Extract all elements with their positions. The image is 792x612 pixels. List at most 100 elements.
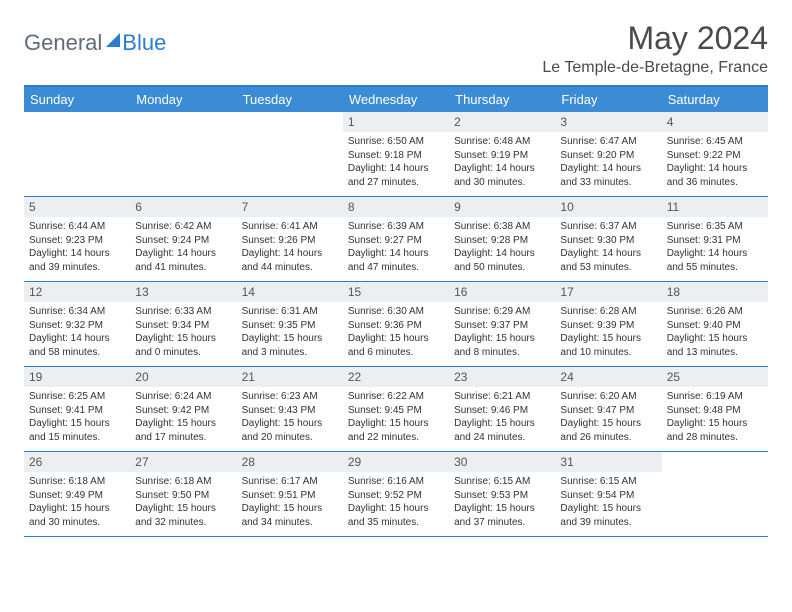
day-cell: 30Sunrise: 6:15 AMSunset: 9:53 PMDayligh… bbox=[449, 452, 555, 536]
day-body: Sunrise: 6:34 AMSunset: 9:32 PMDaylight:… bbox=[24, 304, 130, 363]
day-cell: 10Sunrise: 6:37 AMSunset: 9:30 PMDayligh… bbox=[555, 197, 661, 281]
sunrise-line: Sunrise: 6:26 AM bbox=[667, 305, 763, 319]
day-number: 3 bbox=[555, 112, 661, 132]
day-number: 16 bbox=[449, 282, 555, 302]
sunrise-line: Sunrise: 6:22 AM bbox=[348, 390, 444, 404]
day-header-cell: Friday bbox=[555, 87, 661, 112]
sunrise-line: Sunrise: 6:39 AM bbox=[348, 220, 444, 234]
day-cell: 31Sunrise: 6:15 AMSunset: 9:54 PMDayligh… bbox=[555, 452, 661, 536]
sunrise-line: Sunrise: 6:31 AM bbox=[242, 305, 338, 319]
logo-text-2: Blue bbox=[122, 30, 166, 56]
day-cell: 23Sunrise: 6:21 AMSunset: 9:46 PMDayligh… bbox=[449, 367, 555, 451]
day-cell: 21Sunrise: 6:23 AMSunset: 9:43 PMDayligh… bbox=[237, 367, 343, 451]
day-body: Sunrise: 6:31 AMSunset: 9:35 PMDaylight:… bbox=[237, 304, 343, 363]
day-cell: 20Sunrise: 6:24 AMSunset: 9:42 PMDayligh… bbox=[130, 367, 236, 451]
daylight-line: Daylight: 15 hours and 0 minutes. bbox=[135, 332, 231, 359]
sunset-line: Sunset: 9:36 PM bbox=[348, 319, 444, 333]
day-body: Sunrise: 6:48 AMSunset: 9:19 PMDaylight:… bbox=[449, 134, 555, 193]
day-cell: 15Sunrise: 6:30 AMSunset: 9:36 PMDayligh… bbox=[343, 282, 449, 366]
sunset-line: Sunset: 9:18 PM bbox=[348, 149, 444, 163]
sunset-line: Sunset: 9:43 PM bbox=[242, 404, 338, 418]
day-body: Sunrise: 6:18 AMSunset: 9:49 PMDaylight:… bbox=[24, 474, 130, 533]
day-number: 13 bbox=[130, 282, 236, 302]
day-number: 23 bbox=[449, 367, 555, 387]
day-number: 17 bbox=[555, 282, 661, 302]
sunset-line: Sunset: 9:50 PM bbox=[135, 489, 231, 503]
day-header-cell: Tuesday bbox=[237, 87, 343, 112]
daylight-line: Daylight: 15 hours and 13 minutes. bbox=[667, 332, 763, 359]
daylight-line: Daylight: 15 hours and 15 minutes. bbox=[29, 417, 125, 444]
sunset-line: Sunset: 9:48 PM bbox=[667, 404, 763, 418]
logo-text-1: General bbox=[24, 30, 102, 56]
day-number: 11 bbox=[662, 197, 768, 217]
daylight-line: Daylight: 15 hours and 10 minutes. bbox=[560, 332, 656, 359]
sunrise-line: Sunrise: 6:37 AM bbox=[560, 220, 656, 234]
day-number: 6 bbox=[130, 197, 236, 217]
day-body: Sunrise: 6:28 AMSunset: 9:39 PMDaylight:… bbox=[555, 304, 661, 363]
sunrise-line: Sunrise: 6:50 AM bbox=[348, 135, 444, 149]
day-number: 9 bbox=[449, 197, 555, 217]
daylight-line: Daylight: 15 hours and 32 minutes. bbox=[135, 502, 231, 529]
sunset-line: Sunset: 9:26 PM bbox=[242, 234, 338, 248]
day-cell: 9Sunrise: 6:38 AMSunset: 9:28 PMDaylight… bbox=[449, 197, 555, 281]
sunset-line: Sunset: 9:23 PM bbox=[29, 234, 125, 248]
sunset-line: Sunset: 9:32 PM bbox=[29, 319, 125, 333]
sunrise-line: Sunrise: 6:47 AM bbox=[560, 135, 656, 149]
sunset-line: Sunset: 9:19 PM bbox=[454, 149, 550, 163]
sunrise-line: Sunrise: 6:15 AM bbox=[560, 475, 656, 489]
sunrise-line: Sunrise: 6:18 AM bbox=[135, 475, 231, 489]
day-header-cell: Thursday bbox=[449, 87, 555, 112]
daylight-line: Daylight: 14 hours and 55 minutes. bbox=[667, 247, 763, 274]
day-number: 5 bbox=[24, 197, 130, 217]
sunset-line: Sunset: 9:42 PM bbox=[135, 404, 231, 418]
week-row: 12Sunrise: 6:34 AMSunset: 9:32 PMDayligh… bbox=[24, 282, 768, 367]
day-number: 31 bbox=[555, 452, 661, 472]
day-body: Sunrise: 6:41 AMSunset: 9:26 PMDaylight:… bbox=[237, 219, 343, 278]
day-number: 15 bbox=[343, 282, 449, 302]
day-body: Sunrise: 6:29 AMSunset: 9:37 PMDaylight:… bbox=[449, 304, 555, 363]
day-body: Sunrise: 6:47 AMSunset: 9:20 PMDaylight:… bbox=[555, 134, 661, 193]
daylight-line: Daylight: 14 hours and 58 minutes. bbox=[29, 332, 125, 359]
daylight-line: Daylight: 15 hours and 35 minutes. bbox=[348, 502, 444, 529]
sunset-line: Sunset: 9:46 PM bbox=[454, 404, 550, 418]
day-number: 19 bbox=[24, 367, 130, 387]
header: General Blue May 2024 Le Temple-de-Breta… bbox=[24, 20, 768, 77]
day-number: 26 bbox=[24, 452, 130, 472]
day-number: 8 bbox=[343, 197, 449, 217]
day-cell: 22Sunrise: 6:22 AMSunset: 9:45 PMDayligh… bbox=[343, 367, 449, 451]
day-cell: 14Sunrise: 6:31 AMSunset: 9:35 PMDayligh… bbox=[237, 282, 343, 366]
sunrise-line: Sunrise: 6:23 AM bbox=[242, 390, 338, 404]
sunset-line: Sunset: 9:24 PM bbox=[135, 234, 231, 248]
day-body: Sunrise: 6:33 AMSunset: 9:34 PMDaylight:… bbox=[130, 304, 236, 363]
day-cell bbox=[24, 112, 130, 196]
sunset-line: Sunset: 9:20 PM bbox=[560, 149, 656, 163]
day-cell: 16Sunrise: 6:29 AMSunset: 9:37 PMDayligh… bbox=[449, 282, 555, 366]
day-header-cell: Monday bbox=[130, 87, 236, 112]
day-body: Sunrise: 6:45 AMSunset: 9:22 PMDaylight:… bbox=[662, 134, 768, 193]
sunset-line: Sunset: 9:49 PM bbox=[29, 489, 125, 503]
sunset-line: Sunset: 9:31 PM bbox=[667, 234, 763, 248]
daylight-line: Daylight: 14 hours and 41 minutes. bbox=[135, 247, 231, 274]
sunset-line: Sunset: 9:47 PM bbox=[560, 404, 656, 418]
day-number: 4 bbox=[662, 112, 768, 132]
day-number: 25 bbox=[662, 367, 768, 387]
day-cell: 24Sunrise: 6:20 AMSunset: 9:47 PMDayligh… bbox=[555, 367, 661, 451]
sunset-line: Sunset: 9:41 PM bbox=[29, 404, 125, 418]
day-cell: 11Sunrise: 6:35 AMSunset: 9:31 PMDayligh… bbox=[662, 197, 768, 281]
day-cell: 7Sunrise: 6:41 AMSunset: 9:26 PMDaylight… bbox=[237, 197, 343, 281]
day-body: Sunrise: 6:37 AMSunset: 9:30 PMDaylight:… bbox=[555, 219, 661, 278]
daylight-line: Daylight: 15 hours and 8 minutes. bbox=[454, 332, 550, 359]
day-body: Sunrise: 6:17 AMSunset: 9:51 PMDaylight:… bbox=[237, 474, 343, 533]
day-cell: 26Sunrise: 6:18 AMSunset: 9:49 PMDayligh… bbox=[24, 452, 130, 536]
day-cell bbox=[130, 112, 236, 196]
location: Le Temple-de-Bretagne, France bbox=[542, 59, 768, 77]
day-number: 30 bbox=[449, 452, 555, 472]
week-row: 5Sunrise: 6:44 AMSunset: 9:23 PMDaylight… bbox=[24, 197, 768, 282]
sunrise-line: Sunrise: 6:17 AM bbox=[242, 475, 338, 489]
day-body: Sunrise: 6:42 AMSunset: 9:24 PMDaylight:… bbox=[130, 219, 236, 278]
sunrise-line: Sunrise: 6:28 AM bbox=[560, 305, 656, 319]
day-header-cell: Saturday bbox=[662, 87, 768, 112]
sunrise-line: Sunrise: 6:38 AM bbox=[454, 220, 550, 234]
logo-triangle-icon bbox=[106, 33, 120, 47]
daylight-line: Daylight: 15 hours and 6 minutes. bbox=[348, 332, 444, 359]
